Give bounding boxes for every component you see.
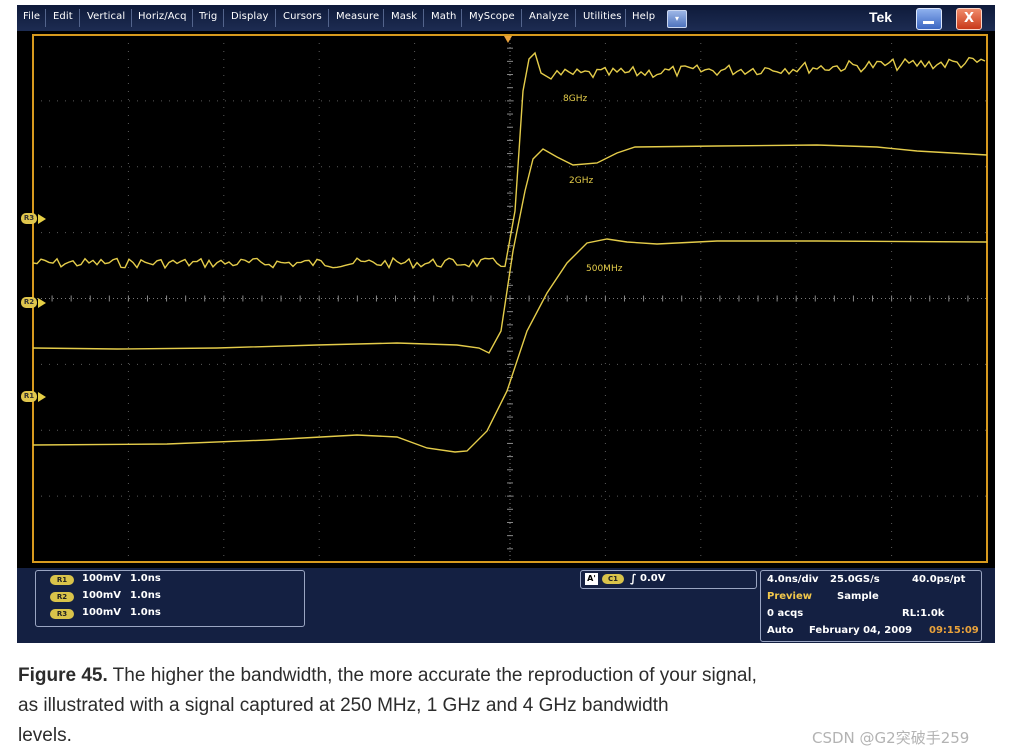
watermark: CSDN @G2突破手259	[812, 729, 970, 747]
ref-time-r1: 1.0ns	[130, 573, 161, 584]
acquisition-mode: Sample	[837, 591, 879, 602]
ref-time-r2: 1.0ns	[130, 590, 161, 601]
arrow-right-icon	[38, 214, 46, 224]
ref-scale-r1: 100mV	[82, 573, 122, 584]
trigger-a-label: A'	[585, 573, 598, 585]
trigger-readout-box[interactable]: A' C1 ∫ 0.0V	[580, 570, 757, 589]
ref-badge-r2: R2	[50, 592, 74, 602]
oscilloscope-window: File Edit Vertical Horiz/Acq Trig Displa…	[17, 5, 995, 643]
resolution: 40.0ps/pt	[912, 574, 966, 585]
graticule	[32, 34, 988, 563]
menu-measure[interactable]: Measure	[336, 11, 380, 22]
ref-marker-r2[interactable]: R2	[21, 297, 37, 308]
trigger-source-badge: C1	[602, 574, 624, 584]
menu-display[interactable]: Display	[231, 11, 269, 22]
menu-edit[interactable]: Edit	[53, 11, 73, 22]
caption-line-2: as illustrated with a signal captured at…	[18, 695, 669, 716]
ref-scale-r3: 100mV	[82, 607, 122, 618]
trace-label-2ghz: 2GHz	[569, 176, 594, 186]
menu-vertical[interactable]: Vertical	[87, 11, 126, 22]
trace-8ghz	[32, 51, 986, 270]
menu-bar: File Edit Vertical Horiz/Acq Trig Displa…	[17, 5, 995, 31]
ref-marker-r3[interactable]: R3	[21, 213, 37, 224]
menu-analyze[interactable]: Analyze	[529, 11, 570, 22]
menu-help[interactable]: Help	[632, 11, 656, 22]
arrow-right-icon	[38, 298, 46, 308]
ref-time-r3: 1.0ns	[130, 607, 161, 618]
run-mode: Auto	[767, 625, 794, 636]
ref-marker-r1[interactable]: R1	[21, 391, 37, 402]
figure-number: Figure 45.	[18, 665, 108, 686]
figure-caption: Figure 45. The higher the bandwidth, the…	[18, 661, 998, 751]
menu-cursors[interactable]: Cursors	[283, 11, 322, 22]
trace-500mhz	[32, 238, 988, 453]
menu-myscope[interactable]: MyScope	[469, 11, 515, 22]
rising-edge-icon: ∫	[630, 572, 637, 585]
record-length: RL:1.0k	[902, 608, 945, 619]
ref-badge-r1: R1	[50, 575, 74, 585]
caption-line-1: The higher the bandwidth, the more accur…	[107, 665, 757, 686]
sample-rate: 25.0GS/s	[830, 574, 880, 585]
reference-readout-box[interactable]: R1 100mV 1.0ns R2 100mV 1.0ns R3 100mV 1…	[35, 570, 305, 627]
menu-trig[interactable]: Trig	[199, 11, 218, 22]
menu-dropdown-button[interactable]: ▾	[667, 10, 687, 28]
tek-logo: Tek	[869, 9, 893, 25]
menu-horiz-acq[interactable]: Horiz/Acq	[138, 11, 187, 22]
minimize-icon	[923, 21, 934, 24]
trigger-level: 0.0V	[640, 573, 666, 584]
acquisition-count: 0 acqs	[767, 608, 804, 619]
clock-time: 09:15:09	[929, 625, 979, 636]
menu-utilities[interactable]: Utilities	[583, 11, 622, 22]
menu-math[interactable]: Math	[431, 11, 457, 22]
ref-badge-r3: R3	[50, 609, 74, 619]
close-icon: X	[963, 11, 975, 26]
minimize-button[interactable]	[916, 8, 942, 30]
mode-label: Preview	[767, 591, 813, 602]
acquisition-readout-box[interactable]: 4.0ns/div 25.0GS/s 40.0ps/pt Preview Sam…	[760, 570, 982, 642]
menu-mask[interactable]: Mask	[391, 11, 418, 22]
timebase: 4.0ns/div	[767, 574, 819, 585]
status-panel: R1 100mV 1.0ns R2 100mV 1.0ns R3 100mV 1…	[17, 568, 995, 643]
trace-label-8ghz: 8GHz	[563, 94, 588, 104]
caption-line-3: levels.	[18, 725, 72, 746]
menu-file[interactable]: File	[23, 11, 41, 22]
trace-2ghz	[32, 144, 988, 354]
close-button[interactable]: X	[956, 8, 982, 30]
waveform-display[interactable]: 8GHz 2GHz 500MHz R3 R2 R1	[17, 31, 995, 568]
chevron-down-icon: ▾	[674, 14, 679, 23]
date: February 04, 2009	[809, 625, 913, 636]
arrow-right-icon	[38, 392, 46, 402]
trigger-position-icon	[504, 36, 512, 43]
ref-scale-r2: 100mV	[82, 590, 122, 601]
trace-label-500mhz: 500MHz	[586, 264, 623, 274]
